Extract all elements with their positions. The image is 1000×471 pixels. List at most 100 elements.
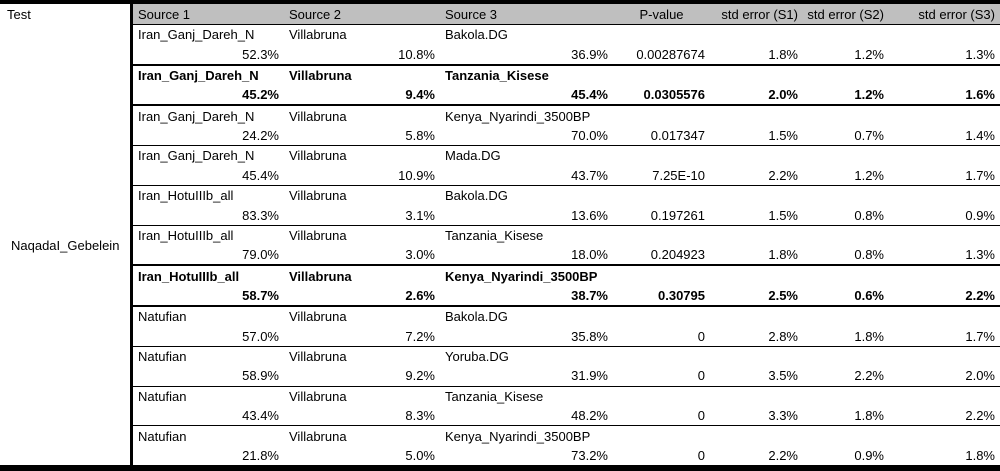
source2-name-cell: Villabruna <box>289 428 347 444</box>
source1-percent-cell: 58.7% <box>242 287 279 303</box>
source3-name-cell: Yoruba.DG <box>445 349 509 365</box>
source1-percent-cell: 79.0% <box>242 247 279 263</box>
source1-percent-cell: 83.3% <box>242 207 279 223</box>
source1-percent-cell: 57.0% <box>242 328 279 344</box>
source1-percent-cell: 24.2% <box>242 128 279 144</box>
header-row: Source 1 Source 2 Source 3 P-value std e… <box>133 4 1000 25</box>
row-sources-line: Natufian Villabruna Kenya_Nyarindi_3500B… <box>133 426 1000 445</box>
source2-name-cell: Villabruna <box>289 148 347 164</box>
stderr-s1-cell: 2.2% <box>768 447 798 463</box>
table-row: Iran_Ganj_Dareh_N Villabruna Bakola.DG 5… <box>133 25 1000 64</box>
stderr-s2-cell: 1.8% <box>854 408 884 424</box>
source3-name-cell: Kenya_Nyarindi_3500BP <box>445 428 591 444</box>
pvalue-cell: 0 <box>697 447 705 463</box>
source1-name-cell: Iran_HotuIIIb_all <box>138 268 240 284</box>
source2-name-cell: Villabruna <box>289 268 352 284</box>
source3-name-cell: Bakola.DG <box>445 309 508 325</box>
source3-name-cell: Kenya_Nyarindi_3500BP <box>445 108 591 124</box>
source1-percent-cell: 52.3% <box>242 46 279 62</box>
source1-name-cell: Natufian <box>138 309 187 325</box>
source2-name-cell: Villabruna <box>289 388 347 404</box>
table-row: Natufian Villabruna Tanzania_Kisese 43.4… <box>133 385 1000 426</box>
row-values-line: 79.0% 3.0% 18.0% 0.204923 1.8% 0.8% 1.3% <box>133 245 1000 264</box>
source2-percent-cell: 9.2% <box>405 368 435 384</box>
stderr-s2-cell: 2.2% <box>854 368 884 384</box>
row-sources-line: Iran_HotuIIIb_all Villabruna Tanzania_Ki… <box>133 226 1000 245</box>
source3-name-cell: Kenya_Nyarindi_3500BP <box>445 268 598 284</box>
stderr-s2-cell: 1.2% <box>854 87 884 103</box>
source2-percent-cell: 5.0% <box>405 447 435 463</box>
source2-name-cell: Villabruna <box>289 349 347 365</box>
column-header-stderr-s3: std error (S3) <box>918 6 995 22</box>
stderr-s2-cell: 1.2% <box>854 167 884 183</box>
table-body: Iran_Ganj_Dareh_N Villabruna Bakola.DG 5… <box>133 25 1000 465</box>
source3-name-cell: Tanzania_Kisese <box>445 227 544 243</box>
source1-name-cell: Iran_HotuIIIb_all <box>138 227 234 243</box>
source3-name-cell: Bakola.DG <box>445 188 508 204</box>
stderr-s3-cell: 0.9% <box>965 207 995 223</box>
row-values-line: 45.2% 9.4% 45.4% 0.0305576 2.0% 1.2% 1.6… <box>133 85 1000 104</box>
row-values-line: 57.0% 7.2% 35.8% 0 2.8% 1.8% 1.7% <box>133 327 1000 346</box>
source2-percent-cell: 7.2% <box>405 328 435 344</box>
stderr-s1-cell: 3.5% <box>768 368 798 384</box>
source2-name-cell: Villabruna <box>289 227 347 243</box>
row-values-line: 21.8% 5.0% 73.2% 0 2.2% 0.9% 1.8% <box>133 446 1000 465</box>
stderr-s3-cell: 1.3% <box>965 247 995 263</box>
source2-percent-cell: 5.8% <box>405 128 435 144</box>
source1-percent-cell: 43.4% <box>242 408 279 424</box>
source1-name-cell: Iran_Ganj_Dareh_N <box>138 27 255 43</box>
stderr-s2-cell: 1.2% <box>854 46 884 62</box>
source2-name-cell: Villabruna <box>289 188 347 204</box>
data-column: Source 1 Source 2 Source 3 P-value std e… <box>133 4 1000 465</box>
pvalue-cell: 0.017347 <box>650 128 705 144</box>
source2-name-cell: Villabruna <box>289 108 347 124</box>
stderr-s2-cell: 0.6% <box>854 287 884 303</box>
row-sources-line: Iran_HotuIIIb_all Villabruna Kenya_Nyari… <box>133 266 1000 285</box>
pvalue-cell: 0.204923 <box>650 247 705 263</box>
source2-name-cell: Villabruna <box>289 67 352 83</box>
table-row: Natufian Villabruna Bakola.DG 57.0% 7.2%… <box>133 307 1000 346</box>
pvalue-cell: 0.30795 <box>658 287 705 303</box>
source3-percent-cell: 38.7% <box>571 287 608 303</box>
source3-name-cell: Tanzania_Kisese <box>445 388 544 404</box>
pvalue-cell: 7.25E-10 <box>652 167 705 183</box>
table-row: Iran_HotuIIIb_all Villabruna Tanzania_Ki… <box>133 224 1000 265</box>
stderr-s2-cell: 1.8% <box>854 328 884 344</box>
source3-percent-cell: 18.0% <box>571 247 608 263</box>
source1-percent-cell: 58.9% <box>242 368 279 384</box>
source3-percent-cell: 36.9% <box>571 46 608 62</box>
source3-percent-cell: 43.7% <box>571 167 608 183</box>
source3-percent-cell: 70.0% <box>571 128 608 144</box>
source3-name-cell: Mada.DG <box>445 148 501 164</box>
stderr-s1-cell: 1.8% <box>768 46 798 62</box>
source3-name-cell: Tanzania_Kisese <box>445 67 549 83</box>
source2-percent-cell: 10.9% <box>398 167 435 183</box>
stderr-s3-cell: 2.0% <box>965 368 995 384</box>
column-header-stderr-s1: std error (S1) <box>721 6 798 22</box>
stderr-s1-cell: 2.8% <box>768 328 798 344</box>
table-row: Iran_Ganj_Dareh_N Villabruna Mada.DG 45.… <box>133 145 1000 185</box>
stderr-s3-cell: 2.2% <box>965 287 995 303</box>
source3-percent-cell: 31.9% <box>571 368 608 384</box>
row-values-line: 58.9% 9.2% 31.9% 0 3.5% 2.2% 2.0% <box>133 366 1000 385</box>
source2-name-cell: Villabruna <box>289 27 347 43</box>
row-sources-line: Iran_Ganj_Dareh_N Villabruna Mada.DG <box>133 146 1000 165</box>
source3-percent-cell: 45.4% <box>571 87 608 103</box>
stderr-s2-cell: 0.8% <box>854 247 884 263</box>
pvalue-cell: 0 <box>697 368 705 384</box>
source2-percent-cell: 3.0% <box>405 247 435 263</box>
table-row: Iran_HotuIIIb_all Villabruna Kenya_Nyari… <box>133 264 1000 308</box>
column-header-stderr-s2: std error (S2) <box>807 6 884 22</box>
source3-name-cell: Bakola.DG <box>445 27 508 43</box>
pvalue-cell: 0 <box>697 408 705 424</box>
source3-percent-cell: 13.6% <box>571 207 608 223</box>
stderr-s3-cell: 1.4% <box>965 128 995 144</box>
test-group-cell: NaqadaI_Gebelein <box>0 25 130 465</box>
source1-percent-cell: 21.8% <box>242 447 279 463</box>
source2-percent-cell: 10.8% <box>398 46 435 62</box>
source2-name-cell: Villabruna <box>289 309 347 325</box>
test-column-header: Test <box>7 7 31 22</box>
source1-name-cell: Iran_Ganj_Dareh_N <box>138 108 255 124</box>
row-sources-line: Iran_Ganj_Dareh_N Villabruna Kenya_Nyari… <box>133 106 1000 125</box>
